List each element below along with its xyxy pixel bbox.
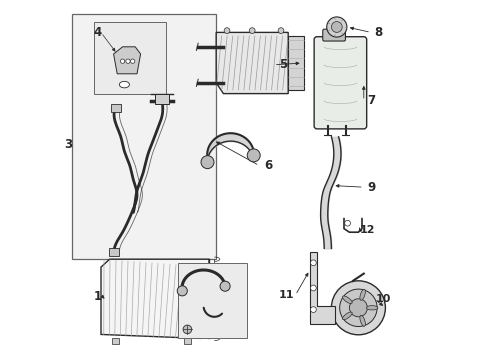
Circle shape [345,220,350,226]
Circle shape [121,59,125,63]
Circle shape [311,260,316,266]
Text: 2: 2 [236,325,244,338]
FancyBboxPatch shape [314,37,367,129]
Circle shape [130,59,135,63]
Bar [111,104,121,112]
Bar [178,263,247,338]
Circle shape [349,299,368,317]
Polygon shape [114,47,141,74]
Circle shape [331,281,386,335]
Circle shape [249,28,255,33]
Ellipse shape [120,81,129,88]
Text: 10: 10 [376,294,392,304]
Circle shape [340,289,377,327]
Circle shape [311,285,316,291]
Circle shape [311,307,316,312]
Text: 7: 7 [367,94,375,107]
Circle shape [201,156,214,168]
Circle shape [331,22,342,32]
Circle shape [177,286,187,296]
Ellipse shape [360,289,366,300]
Circle shape [278,28,284,33]
Ellipse shape [360,315,366,326]
Bar [112,338,119,344]
Bar [109,248,120,256]
Bar [288,36,304,90]
Text: 5: 5 [279,58,287,71]
Text: 12: 12 [360,225,375,235]
Text: 3: 3 [65,138,73,150]
Text: 9: 9 [367,181,375,194]
Circle shape [220,281,230,291]
Text: 11: 11 [279,290,294,300]
Bar [72,14,216,259]
Bar [184,338,191,344]
Polygon shape [101,259,209,338]
Ellipse shape [367,306,378,310]
Circle shape [126,59,130,63]
Circle shape [183,325,192,334]
Circle shape [327,17,347,37]
FancyBboxPatch shape [323,29,345,41]
Bar [94,22,166,94]
Polygon shape [216,32,288,94]
Text: 4: 4 [93,26,101,39]
Text: 1: 1 [93,291,101,303]
Ellipse shape [343,312,352,320]
Ellipse shape [343,296,352,303]
Text: 6: 6 [264,159,272,172]
Circle shape [224,28,230,33]
Text: 8: 8 [374,26,382,39]
Circle shape [247,149,260,162]
Polygon shape [310,252,335,324]
Bar [155,94,170,104]
